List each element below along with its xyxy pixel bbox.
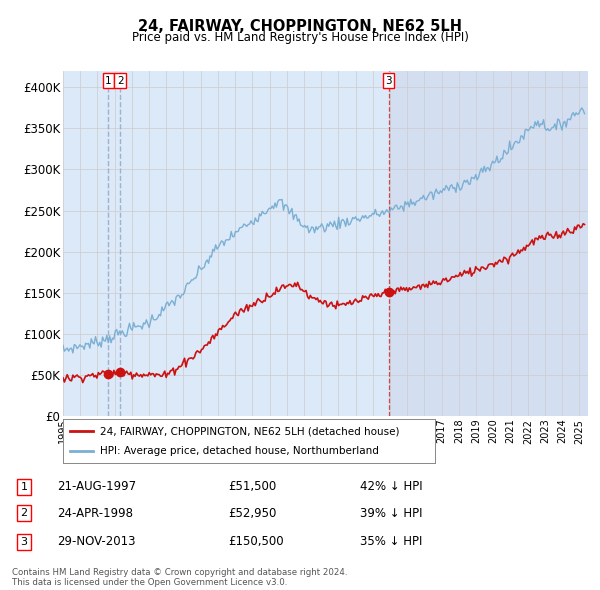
Text: £51,500: £51,500: [228, 480, 276, 493]
Text: 3: 3: [20, 537, 28, 546]
Text: 42% ↓ HPI: 42% ↓ HPI: [360, 480, 422, 493]
Text: 21-AUG-1997: 21-AUG-1997: [57, 480, 136, 493]
Text: 1: 1: [105, 76, 112, 86]
Text: 24-APR-1998: 24-APR-1998: [57, 507, 133, 520]
Bar: [389, 71, 588, 416]
Text: 3: 3: [385, 76, 392, 86]
Text: 2: 2: [20, 509, 28, 518]
Text: 2: 2: [117, 76, 124, 86]
Text: 24, FAIRWAY, CHOPPINGTON, NE62 5LH (detached house): 24, FAIRWAY, CHOPPINGTON, NE62 5LH (deta…: [100, 427, 400, 436]
Text: 39% ↓ HPI: 39% ↓ HPI: [360, 507, 422, 520]
Text: 29-NOV-2013: 29-NOV-2013: [57, 535, 136, 548]
Text: HPI: Average price, detached house, Northumberland: HPI: Average price, detached house, Nort…: [100, 446, 379, 455]
Text: £150,500: £150,500: [228, 535, 284, 548]
Text: Price paid vs. HM Land Registry's House Price Index (HPI): Price paid vs. HM Land Registry's House …: [131, 31, 469, 44]
Text: 35% ↓ HPI: 35% ↓ HPI: [360, 535, 422, 548]
Text: 1: 1: [20, 482, 28, 491]
Text: 24, FAIRWAY, CHOPPINGTON, NE62 5LH: 24, FAIRWAY, CHOPPINGTON, NE62 5LH: [138, 19, 462, 34]
Text: Contains HM Land Registry data © Crown copyright and database right 2024.
This d: Contains HM Land Registry data © Crown c…: [12, 568, 347, 587]
Text: £52,950: £52,950: [228, 507, 277, 520]
